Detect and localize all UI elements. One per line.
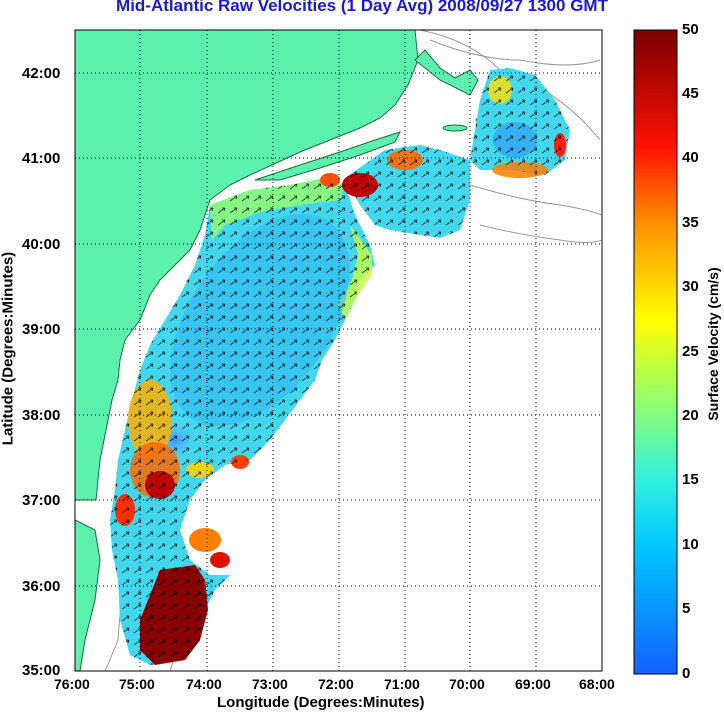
y-tick-42: 42:00 <box>22 65 61 82</box>
colorbar-tick-5: 5 <box>682 600 691 617</box>
x-tick-76: 76:00 <box>54 676 90 692</box>
y-tick-36: 36:00 <box>22 578 61 595</box>
x-tick-71: 71:00 <box>384 676 420 692</box>
y-tick-41: 41:00 <box>22 150 61 167</box>
colorbar-tick-35: 35 <box>682 214 699 231</box>
x-tick-75: 75:00 <box>119 676 155 692</box>
y-tick-38: 38:00 <box>22 407 61 424</box>
colorbar-tick-30: 30 <box>682 278 699 295</box>
x-tick-70: 70:00 <box>449 676 485 692</box>
y-tick-35: 35:00 <box>22 662 61 679</box>
colorbar-tick-20: 20 <box>682 407 699 424</box>
colorbar-tick-0: 0 <box>682 665 691 682</box>
colorbar-tick-15: 15 <box>682 471 699 488</box>
land-mainland <box>75 30 419 501</box>
y-tick-39: 39:00 <box>22 321 61 338</box>
land-south <box>75 519 101 671</box>
grid-lines <box>75 30 602 671</box>
x-tick-68: 68:00 <box>579 676 615 692</box>
colorbar-tick-25: 25 <box>682 343 699 360</box>
map-title: Mid-Atlantic Raw Velocities (1 Day Avg) … <box>116 0 608 15</box>
colorbar-label: Surface Velocity (cm/s) <box>705 267 721 421</box>
x-tick-73: 73:00 <box>252 676 288 692</box>
x-tick-74: 74:00 <box>186 676 222 692</box>
colorbar-tick-40: 40 <box>682 149 699 166</box>
x-tick-72: 72:00 <box>318 676 354 692</box>
colorbar-tick-10: 10 <box>682 536 699 553</box>
colorbar-tick-45: 45 <box>682 85 699 102</box>
y-tick-40: 40:00 <box>22 236 61 253</box>
plot-frame <box>74 29 603 672</box>
colorbar <box>633 29 678 675</box>
x-axis-label: Longitude (Degrees:Minutes) <box>217 694 425 711</box>
y-tick-37: 37:00 <box>22 492 61 509</box>
x-tick-69: 69:00 <box>515 676 551 692</box>
colorbar-tick-50: 50 <box>682 21 699 38</box>
y-axis-label: Latitude (Degrees:Minutes) <box>0 251 17 446</box>
